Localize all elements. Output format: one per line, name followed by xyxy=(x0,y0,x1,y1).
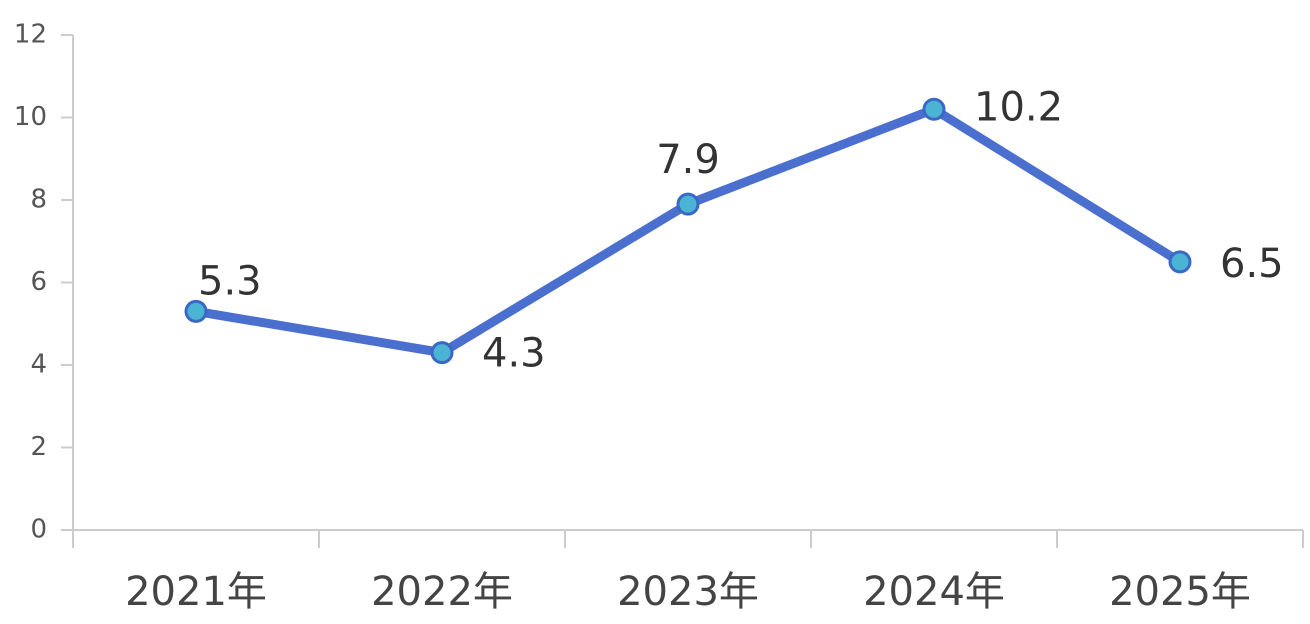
x-tick-label: 2025年 xyxy=(1109,569,1251,615)
x-tick-label: 2023年 xyxy=(617,569,759,615)
y-tick-label: 0 xyxy=(30,515,47,545)
value-label: 5.3 xyxy=(198,258,262,304)
y-tick-label: 12 xyxy=(14,20,47,50)
marker xyxy=(1168,250,1192,274)
value-label: 10.2 xyxy=(974,84,1063,130)
y-tick-label: 4 xyxy=(30,350,47,380)
value-label: 7.9 xyxy=(656,137,720,183)
y-tick-label: 8 xyxy=(30,185,47,215)
value-label: 4.3 xyxy=(482,331,546,377)
marker xyxy=(922,97,946,121)
x-tick-label: 2024年 xyxy=(863,569,1005,615)
x-tick-label: 2021年 xyxy=(125,569,267,615)
y-tick-label: 10 xyxy=(14,102,47,132)
value-label: 6.5 xyxy=(1220,241,1284,287)
marker xyxy=(184,299,208,323)
marker xyxy=(676,192,700,216)
y-tick-label: 2 xyxy=(30,432,47,462)
marker xyxy=(430,341,454,365)
y-tick-label: 6 xyxy=(30,267,47,297)
x-tick-label: 2022年 xyxy=(371,569,513,615)
